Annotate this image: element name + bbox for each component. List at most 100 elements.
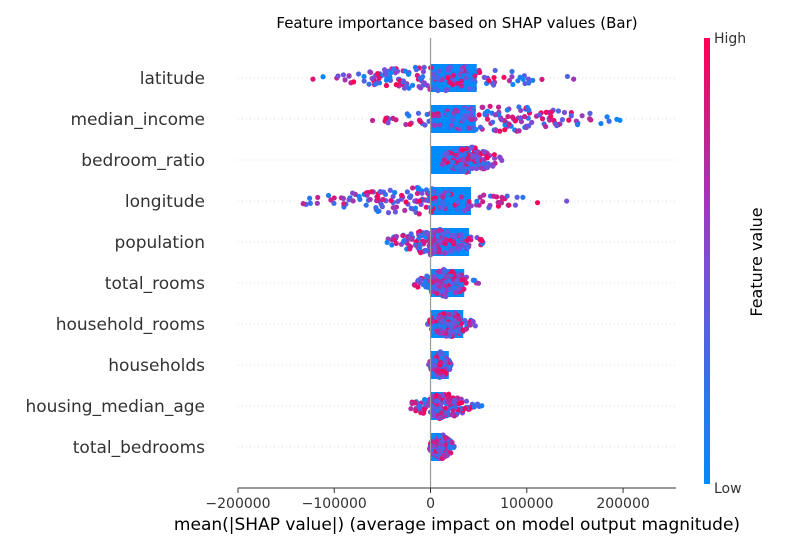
shap-point: [449, 412, 455, 418]
shap-point: [390, 115, 396, 121]
shap-point: [350, 79, 357, 85]
shap-point: [450, 72, 457, 78]
shap-point: [447, 398, 453, 404]
shap-point: [423, 204, 429, 210]
shap-point: [486, 78, 492, 84]
shap-point: [452, 290, 459, 296]
feature-row-bedroom-ratio: bedroom_ratio: [81, 144, 676, 175]
shap-point: [408, 406, 414, 412]
shap-point: [444, 150, 450, 156]
shap-point: [451, 110, 457, 116]
shap-point: [574, 122, 581, 128]
shap-point: [579, 113, 585, 119]
shap-point: [530, 77, 536, 83]
shap-point: [522, 114, 528, 120]
shap-point: [442, 250, 448, 256]
shap-point: [383, 72, 389, 78]
shap-point: [320, 74, 326, 80]
shap-point: [456, 245, 463, 251]
shap-point: [432, 323, 438, 329]
shap-point: [484, 164, 491, 171]
shap-point: [504, 193, 510, 199]
x-axis-ticks: −200000 −100000 0 100000 200000: [205, 488, 650, 512]
shap-point: [450, 159, 456, 165]
shap-point: [506, 121, 512, 127]
shap-point: [447, 444, 453, 451]
feature-label: total_bedrooms: [73, 438, 205, 458]
feature-label: housing_median_age: [26, 397, 206, 417]
shap-point: [314, 200, 320, 206]
shap-point: [477, 69, 483, 76]
shap-point: [487, 202, 493, 209]
shap-point: [436, 205, 443, 211]
shap-point: [479, 104, 485, 110]
shap-point: [520, 194, 526, 200]
shap-point: [458, 194, 465, 200]
shap-point: [427, 86, 433, 92]
shap-point: [476, 202, 482, 208]
shap-point: [383, 82, 390, 89]
shap-point: [424, 197, 430, 203]
feature-label: median_income: [71, 110, 206, 130]
feature-label: population: [115, 233, 205, 253]
shap-point: [391, 66, 397, 72]
shap-point: [481, 149, 487, 155]
shap-point: [459, 117, 466, 123]
shap-point: [514, 194, 520, 200]
shap-point: [456, 316, 462, 322]
shap-point: [422, 278, 428, 285]
shap-point: [328, 197, 334, 203]
colorbar-title: Feature value: [747, 207, 766, 316]
shap-point: [566, 117, 572, 123]
shap-point: [490, 119, 496, 125]
shap-point: [463, 398, 470, 404]
shap-point: [429, 403, 435, 409]
shap-point: [543, 123, 549, 130]
shap-point: [474, 157, 480, 163]
shap-point: [430, 112, 436, 118]
shap-point: [437, 351, 444, 357]
shap-point: [435, 233, 441, 240]
shap-point: [444, 228, 450, 235]
shap-point: [430, 410, 437, 416]
shap-point: [506, 78, 513, 84]
shap-point: [431, 122, 438, 128]
shap-point: [357, 196, 363, 202]
shap-point: [421, 64, 427, 70]
shap-point: [491, 152, 497, 158]
shap-point: [461, 208, 467, 214]
shap-point: [437, 433, 443, 439]
shap-point: [448, 122, 455, 128]
shap-point: [418, 410, 424, 416]
shap-point: [509, 114, 516, 120]
shap-point: [465, 156, 471, 162]
shap-point: [466, 79, 472, 85]
shap-point: [437, 284, 443, 290]
shap-point: [392, 209, 399, 215]
shap-point: [447, 286, 453, 292]
shap-point: [606, 118, 612, 124]
shap-point: [369, 189, 375, 195]
shap-point: [462, 152, 468, 158]
shap-point: [441, 324, 447, 330]
shap-point: [390, 205, 396, 211]
shap-point: [409, 236, 415, 242]
x-tick-label: 100000: [500, 496, 553, 512]
shap-point: [435, 113, 442, 119]
shap-point: [387, 74, 393, 81]
shap-point: [512, 118, 519, 124]
shap-point: [445, 75, 451, 81]
shap-point: [473, 126, 479, 133]
shap-point: [335, 73, 341, 79]
shap-point: [459, 67, 465, 73]
shap-point: [471, 86, 478, 92]
feature-label: households: [108, 356, 205, 376]
shap-point: [462, 405, 468, 411]
shap-point: [387, 187, 393, 193]
shap-point: [450, 82, 456, 88]
shap-point: [390, 193, 396, 200]
shap-point: [300, 201, 306, 207]
shap-point: [497, 154, 503, 160]
shap-point: [391, 237, 397, 243]
shap-point: [385, 120, 391, 126]
